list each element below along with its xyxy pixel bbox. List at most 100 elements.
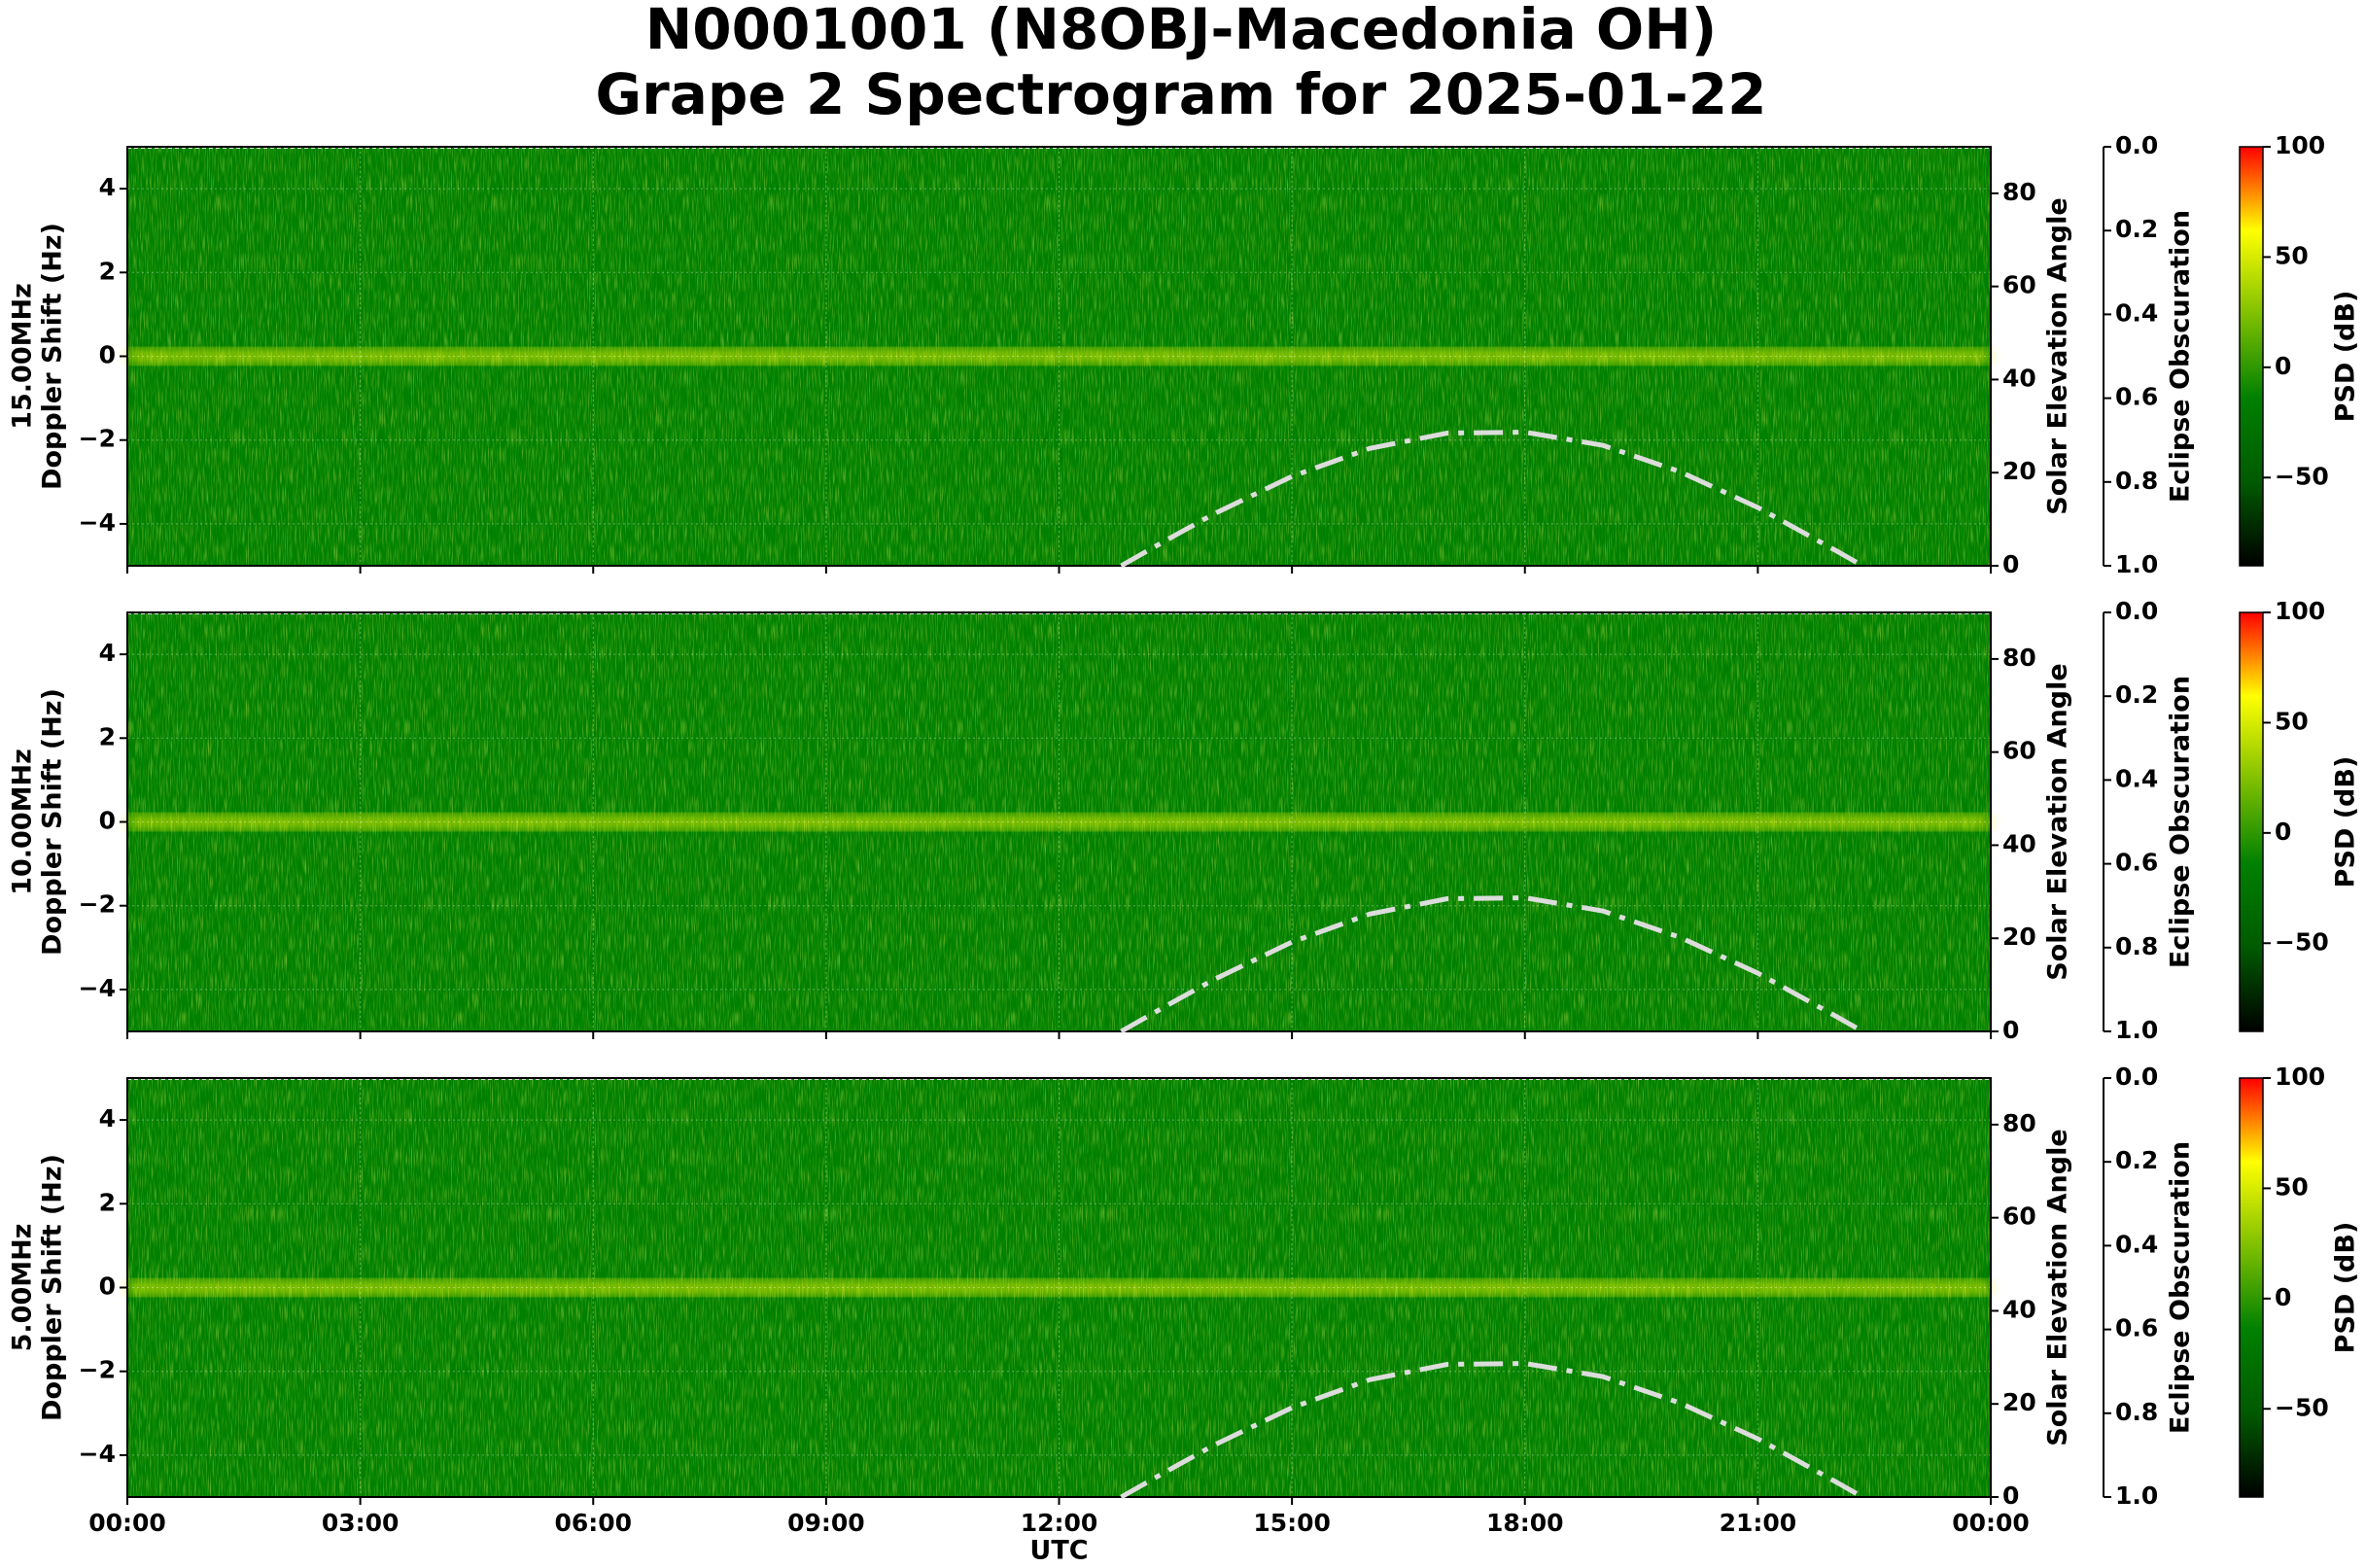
x-tick-label: 03:00 <box>322 1509 400 1537</box>
y-tick-label: −4 <box>79 1440 116 1468</box>
y3-tick-label: 0.4 <box>2115 1230 2158 1258</box>
x-tick-label: 00:00 <box>88 1509 166 1537</box>
y2-axis-label: Solar Elevation Angle <box>2043 1129 2073 1446</box>
frequency-label: 5.00MHz <box>8 1224 38 1352</box>
y-tick-label: 2 <box>99 722 116 750</box>
solar-elevation-line <box>1120 895 1864 1034</box>
y3-tick-label: 0.0 <box>2115 1063 2158 1091</box>
y-tick-label: −4 <box>79 508 116 537</box>
colorbar-label: PSD (dB) <box>2331 756 2361 889</box>
y3-axis-label: Eclipse Obscuration <box>2166 1141 2196 1434</box>
colorbar-tick-label: 0 <box>2275 818 2291 846</box>
y-tick-label: 0 <box>99 1272 116 1301</box>
y3-axis-label: Eclipse Obscuration <box>2166 210 2196 503</box>
y-tick-label: 4 <box>99 1104 116 1132</box>
y-tick-label: 2 <box>99 257 116 285</box>
colorbar <box>2239 611 2264 1032</box>
plot-frame <box>126 611 1992 1032</box>
y2-tick-label: 80 <box>2002 1109 2036 1137</box>
y2-tick-label: 80 <box>2002 178 2036 206</box>
y2-axis-label: Solar Elevation Angle <box>2043 197 2073 514</box>
colorbar-tick-label: 100 <box>2275 131 2325 159</box>
y3-tick-label: 0.4 <box>2115 298 2158 327</box>
spectrogram-carrier <box>127 1279 1991 1296</box>
y-tick-label: −4 <box>79 974 116 1002</box>
y-tick-label: −2 <box>79 890 116 919</box>
spectrogram-carrier <box>127 348 1991 365</box>
y2-tick-label: 0 <box>2002 550 2019 578</box>
y2-tick-label: 20 <box>2002 457 2036 485</box>
y3-tick-label: 1.0 <box>2115 1016 2158 1044</box>
colorbar-tick-label: −50 <box>2275 1393 2329 1421</box>
y2-tick-label: 20 <box>2002 923 2036 951</box>
colorbar-tick-label: 100 <box>2275 597 2325 625</box>
title-line: Grape 2 Spectrogram for 2025-01-22 <box>596 61 1767 127</box>
colorbar-tick-label: 50 <box>2275 241 2309 269</box>
y2-tick-label: 40 <box>2002 829 2036 857</box>
colorbar-tick-label: −50 <box>2275 462 2329 490</box>
y3-tick-label: 0.2 <box>2115 1146 2158 1174</box>
x-tick-label: 09:00 <box>787 1509 865 1537</box>
y-tick-label: 4 <box>99 639 116 667</box>
y-axis-label: Doppler Shift (Hz) <box>38 1154 68 1421</box>
y2-tick-label: 60 <box>2002 271 2036 299</box>
colorbar-label: PSD (dB) <box>2331 1222 2361 1354</box>
y-tick-label: −2 <box>79 425 116 453</box>
frequency-label: 10.00MHz <box>8 749 38 895</box>
y-tick-label: 0 <box>99 341 116 369</box>
y-tick-label: 0 <box>99 807 116 835</box>
plot-frame <box>126 146 1992 567</box>
frequency-label: 15.00MHz <box>8 283 38 430</box>
y3-tick-label: 0.2 <box>2115 215 2158 243</box>
y3-tick-label: 0.6 <box>2115 383 2158 411</box>
x-tick-label: 15:00 <box>1253 1509 1331 1537</box>
x-tick-label: 00:00 <box>1952 1509 2030 1537</box>
y-tick-label: 2 <box>99 1188 116 1216</box>
colorbar-tick-label: 50 <box>2275 707 2309 735</box>
y-tick-label: 4 <box>99 173 116 201</box>
y3-tick-label: 0.8 <box>2115 932 2158 960</box>
y3-tick-label: 0.8 <box>2115 1398 2158 1426</box>
y3-tick-label: 0.2 <box>2115 680 2158 709</box>
y-axis-label: Doppler Shift (Hz) <box>38 223 68 490</box>
y-tick-label: −2 <box>79 1356 116 1384</box>
colorbar-tick-label: −50 <box>2275 927 2329 956</box>
y3-tick-label: 1.0 <box>2115 1481 2158 1510</box>
colorbar-tick-label: 50 <box>2275 1172 2309 1201</box>
y2-tick-label: 60 <box>2002 1202 2036 1231</box>
x-tick-label: 12:00 <box>1021 1509 1098 1537</box>
x-tick-label: 21:00 <box>1720 1509 1797 1537</box>
solar-elevation-line <box>1120 430 1864 569</box>
colorbar-tick-label: 0 <box>2275 1283 2291 1311</box>
y3-tick-label: 0.6 <box>2115 1314 2158 1342</box>
title-line: N0001001 (N8OBJ-Macedonia OH) <box>645 0 1718 62</box>
y3-tick-label: 0.4 <box>2115 764 2158 792</box>
y2-tick-label: 20 <box>2002 1388 2036 1416</box>
x-tick-label: 18:00 <box>1486 1509 1564 1537</box>
y2-tick-label: 80 <box>2002 644 2036 672</box>
colorbar-label: PSD (dB) <box>2331 291 2361 423</box>
colorbar-tick-label: 0 <box>2275 352 2291 380</box>
y2-tick-label: 40 <box>2002 1295 2036 1323</box>
y2-tick-label: 40 <box>2002 364 2036 392</box>
colorbar <box>2239 146 2264 567</box>
y3-tick-label: 0.8 <box>2115 467 2158 495</box>
colorbar <box>2239 1077 2264 1498</box>
y3-axis-label: Eclipse Obscuration <box>2166 676 2196 968</box>
x-tick-label: 06:00 <box>554 1509 632 1537</box>
y2-tick-label: 0 <box>2002 1016 2019 1044</box>
y-axis-label: Doppler Shift (Hz) <box>38 688 68 956</box>
spectrogram-carrier <box>127 814 1991 830</box>
solar-elevation-line <box>1120 1361 1864 1500</box>
y3-tick-label: 0.6 <box>2115 849 2158 877</box>
y2-tick-label: 0 <box>2002 1481 2019 1510</box>
y2-tick-label: 60 <box>2002 737 2036 765</box>
y2-axis-label: Solar Elevation Angle <box>2043 663 2073 980</box>
plot-frame <box>126 1077 1992 1498</box>
x-axis-label: UTC <box>1029 1536 1088 1566</box>
y3-tick-label: 1.0 <box>2115 550 2158 578</box>
y3-tick-label: 0.0 <box>2115 131 2158 159</box>
y3-tick-label: 0.0 <box>2115 597 2158 625</box>
colorbar-tick-label: 100 <box>2275 1063 2325 1091</box>
